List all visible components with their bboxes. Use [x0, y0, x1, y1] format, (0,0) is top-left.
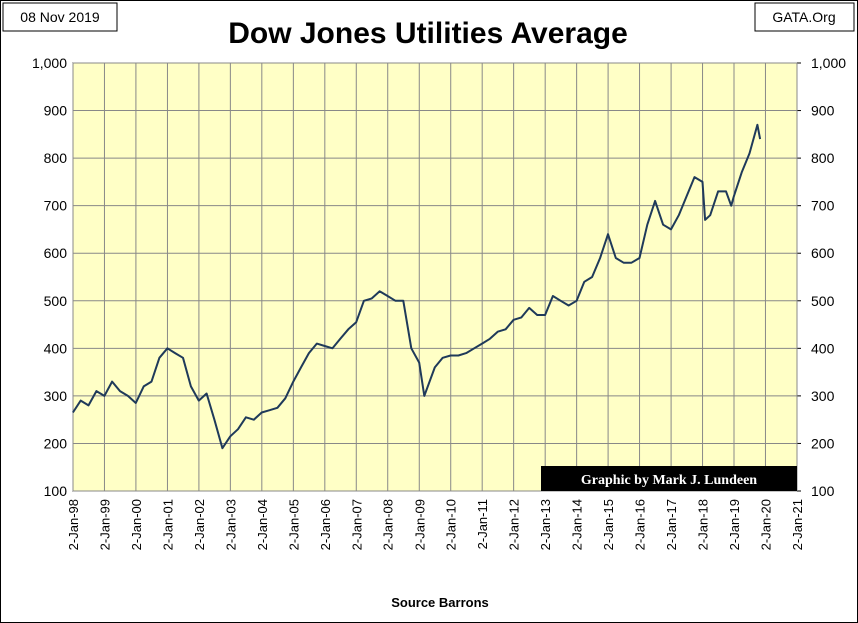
- date-box: [2, 2, 118, 32]
- x-tick-label: 2-Jan-98: [66, 499, 81, 550]
- y-tick-label: 800: [44, 150, 68, 166]
- x-tick-label: 2-Jan-10: [444, 499, 459, 550]
- y2-tick-label: 300: [811, 388, 835, 404]
- x-tick-label: 2-Jan-08: [381, 499, 396, 550]
- x-tick-label: 2-Jan-12: [507, 499, 522, 550]
- x-tick-label: 2-Jan-19: [727, 499, 742, 550]
- y-tick-label: 500: [44, 293, 68, 309]
- y2-tick-label: 900: [811, 103, 835, 119]
- x-tick-label: 2-Jan-15: [601, 499, 616, 550]
- y-tick-label: 100: [44, 483, 68, 499]
- x-tick-label: 2-Jan-02: [192, 499, 207, 550]
- line-series: [72, 123, 762, 450]
- x-tick-label: 2-Jan-01: [160, 499, 175, 550]
- y-tick-label: 600: [44, 245, 68, 261]
- x-tick-label: 2-Jan-14: [570, 499, 585, 550]
- y2-tick-label: 200: [811, 435, 835, 451]
- source-label: GATA.Org: [772, 9, 835, 25]
- x-tick-label: 2-Jan-13: [538, 499, 553, 550]
- x-tick-label: 2-Jan-11: [475, 499, 490, 549]
- chart-title: Dow Jones Utilities Average: [228, 17, 628, 50]
- x-axis-label: Source Barrons: [391, 595, 489, 610]
- y2-tick-label: 400: [811, 340, 835, 356]
- x-tick-label: 2-Jan-00: [129, 499, 144, 550]
- x-tick-label: 2-Jan-99: [97, 499, 112, 550]
- x-tick-label: 2-Jan-09: [412, 499, 427, 550]
- y-tick-label: 400: [44, 340, 68, 356]
- x-tick-label: 2-Jan-21: [790, 499, 805, 550]
- x-tick-label: 2-Jan-03: [223, 499, 238, 550]
- y-tick-label: 300: [44, 388, 68, 404]
- y2-tick-label: 1,000: [811, 55, 846, 71]
- y2-tick-label: 600: [811, 245, 835, 261]
- x-tick-label: 2-Jan-05: [286, 499, 301, 550]
- x-tick-label: 2-Jan-07: [349, 499, 364, 550]
- x-tick-label: 2-Jan-06: [318, 499, 333, 550]
- y-tick-label: 1,000: [32, 55, 67, 71]
- x-tick-label: 2-Jan-20: [758, 499, 773, 550]
- y-tick-label: 200: [44, 435, 68, 451]
- x-tick-label: 2-Jan-16: [633, 499, 648, 550]
- credit-box: [541, 466, 797, 491]
- x-tick-label: 2-Jan-17: [664, 499, 679, 550]
- y-tick-label: 700: [44, 198, 68, 214]
- y2-tick-label: 700: [811, 198, 835, 214]
- credit-label: Graphic by Mark J. Lundeen: [581, 473, 757, 488]
- x-tick-label: 2-Jan-18: [696, 499, 711, 550]
- y2-tick-label: 800: [811, 150, 835, 166]
- source-box: [754, 2, 855, 32]
- x-tick-label: 2-Jan-04: [255, 499, 270, 550]
- plot-area: [72, 62, 798, 492]
- date-label: 08 Nov 2019: [20, 9, 100, 25]
- y-tick-label: 900: [44, 103, 68, 119]
- y2-tick-label: 500: [811, 293, 835, 309]
- y2-tick-label: 100: [811, 483, 835, 499]
